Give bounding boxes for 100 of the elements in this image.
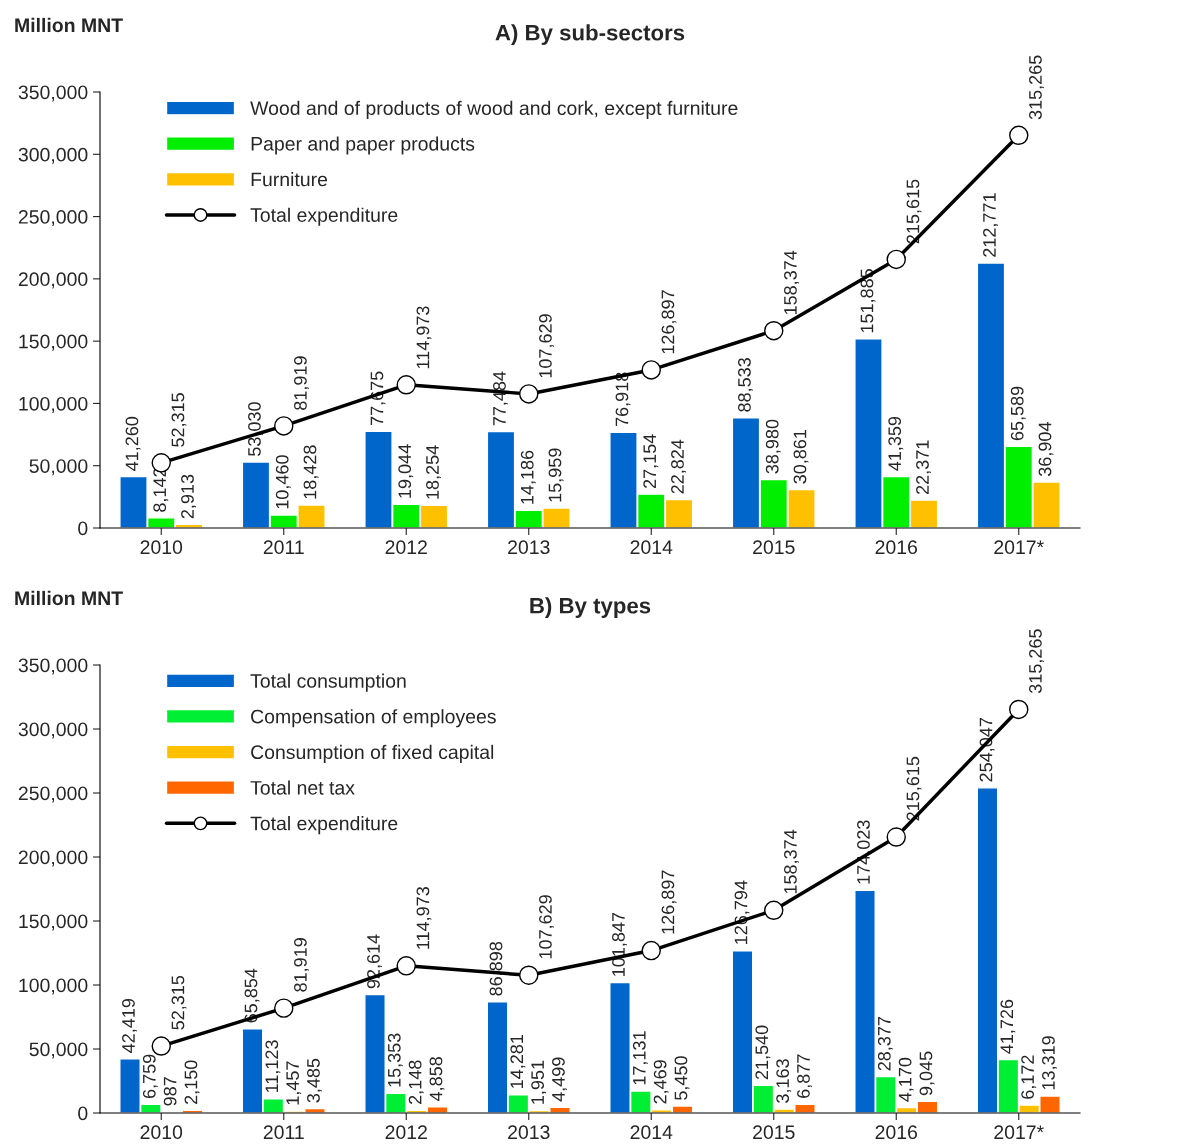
x-tick-label: 2012 [385,540,427,555]
data-label: 10,460 [275,455,291,509]
data-label: 158,374 [784,829,799,894]
data-label: 1,951 [531,1060,547,1104]
y-tick-label: 150,000 [19,334,88,351]
y-tick-label: 0 [78,1106,88,1121]
y-tick-label: 0 [78,521,88,536]
data-label: 88,533 [738,358,753,412]
data-label: 77,484 [493,371,508,426]
data-label: 3,163 [776,1059,792,1103]
y-tick-label: 150,000 [19,914,88,931]
data-label: 18,428 [303,445,319,499]
x-tick-label: 2010 [140,540,183,555]
y-tick-label: 50,000 [29,459,88,476]
data-label: 4,499 [552,1057,567,1102]
data-label: 215,615 [906,756,922,821]
y-tick-label: 250,000 [18,210,88,227]
data-label: 4,858 [429,1057,445,1101]
data-label: 126,897 [661,290,677,354]
data-label: 212,771 [983,193,998,257]
data-label: 2,469 [653,1060,669,1104]
data-label: 52,315 [171,975,187,1030]
legend-label: Total expenditure [250,207,398,226]
legend-label: Furniture [251,172,328,187]
y-tick-label: 100,000 [19,978,88,995]
data-label: 315,265 [1029,629,1044,694]
data-label: 158,374 [784,250,799,315]
legend-label: Compensation of employees [251,709,496,728]
data-label: 254,047 [979,718,995,782]
data-label: 1,457 [286,1061,302,1105]
data-label: 107,629 [539,314,554,378]
x-tick-label: 2013 [508,1125,550,1140]
x-tick-label: 2012 [385,1125,427,1140]
data-label: 28,377 [877,1016,893,1071]
x-tick-label: 2016 [875,540,918,555]
y-tick-label: 250,000 [18,786,88,803]
data-label: 81,919 [294,938,309,992]
data-label: 215,615 [906,179,922,244]
data-label: 101,847 [612,912,627,976]
data-label: 2,150 [184,1060,200,1104]
chart-title: A) By sub-sectors [495,24,685,45]
data-label: 107,629 [539,895,554,959]
data-label: 38,980 [765,419,781,474]
data-label: 3,485 [307,1058,322,1103]
data-label: 30,861 [793,429,809,484]
data-label: 17,131 [632,1031,648,1085]
data-label: 13,319 [1042,1036,1057,1090]
data-label: 27,154 [643,434,659,489]
data-label: 126,897 [661,870,677,934]
x-tick-label: 2016 [875,1125,918,1140]
data-label: 15,959 [548,448,564,502]
data-label: 15,353 [387,1033,403,1087]
x-tick-label: 2014 [630,540,673,555]
data-label: 42,419 [122,998,137,1053]
data-label: 19,044 [398,444,414,498]
x-tick-label: 2017* [994,540,1044,555]
y-tick-label: 300,000 [18,722,88,739]
y-axis-title: Million MNT [15,590,123,606]
x-tick-label: 2014 [630,1125,673,1140]
x-tick-label: 2013 [508,540,550,555]
legend-label: Paper and paper products [251,136,475,155]
data-label: 41,359 [888,416,904,471]
data-label: 14,186 [520,450,536,504]
data-label: 987 [163,1077,177,1106]
chart-title: B) By types [530,597,651,618]
y-tick-label: 350,000 [18,85,88,102]
data-label: 6,877 [797,1054,812,1098]
y-tick-label: 200,000 [18,850,88,867]
data-label: 52,315 [171,393,187,447]
y-tick-label: 200,000 [18,272,88,289]
data-label: 9,045 [919,1051,935,1096]
data-label: 36,904 [1038,422,1054,477]
y-tick-label: 350,000 [18,658,88,675]
data-label: 81,919 [294,356,309,410]
legend-label: Total consumption [250,673,406,692]
data-label: 41,260 [125,416,141,471]
x-tick-label: 2015 [753,540,795,555]
data-label: 114,973 [416,887,432,949]
data-label: 22,371 [916,440,931,494]
data-label: 2,148 [408,1060,424,1104]
legend-label: Total net tax [250,780,355,795]
legend-label: Consumption of fixed capital [251,744,494,763]
data-label: 41,726 [1000,999,1016,1054]
y-tick-label: 100,000 [19,396,88,413]
data-label: 65,589 [1010,386,1026,441]
x-tick-label: 2015 [753,1125,795,1140]
data-label: 22,824 [671,439,686,494]
data-label: 21,540 [755,1025,771,1080]
data-label: 315,265 [1029,55,1044,120]
legend-label: Wood and of products of wood and cork, except furniture [250,100,738,119]
data-label: 5,450 [674,1056,690,1100]
x-tick-label: 2011 [263,540,304,555]
data-label: 18,254 [426,445,441,499]
y-tick-label: 50,000 [29,1042,88,1059]
data-label: 6,172 [1021,1055,1037,1099]
y-tick-label: 300,000 [18,147,88,164]
data-label: 6,759 [142,1054,158,1099]
data-label: 2,913 [181,474,196,519]
x-tick-label: 2010 [140,1125,183,1140]
data-label: 114,973 [416,306,432,369]
